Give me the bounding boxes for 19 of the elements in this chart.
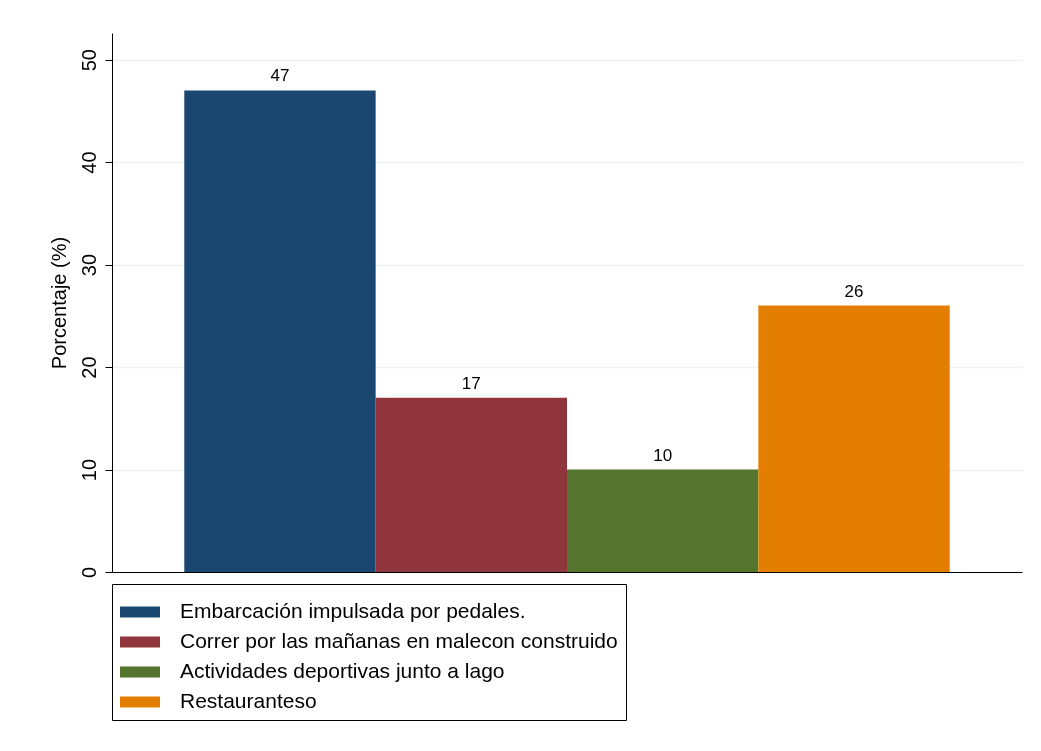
data-label: 17 [461, 373, 481, 393]
legend-label: Restauranteso [180, 689, 317, 712]
bar [758, 305, 950, 572]
y-axis-title: Porcentaje (%) [47, 236, 70, 370]
bar [184, 90, 376, 572]
y-tick-label: 30 [77, 253, 100, 277]
legend-label: Actividades deportivas junto a lago [180, 659, 505, 682]
y-tick-label: 20 [77, 356, 100, 379]
bar [567, 469, 759, 572]
data-label: 47 [270, 66, 290, 86]
data-label: 10 [653, 445, 673, 465]
data-label: 26 [844, 281, 864, 301]
bar [375, 397, 567, 572]
y-tick-label: 50 [77, 49, 100, 72]
legend-label: Embarcación impulsada por pedales. [180, 599, 526, 622]
y-tick-label: 0 [77, 566, 100, 579]
y-tick-label: 10 [77, 458, 100, 482]
y-tick-label: 40 [77, 151, 100, 174]
legend-label: Correr por las mañanas en malecon construido [180, 629, 618, 652]
